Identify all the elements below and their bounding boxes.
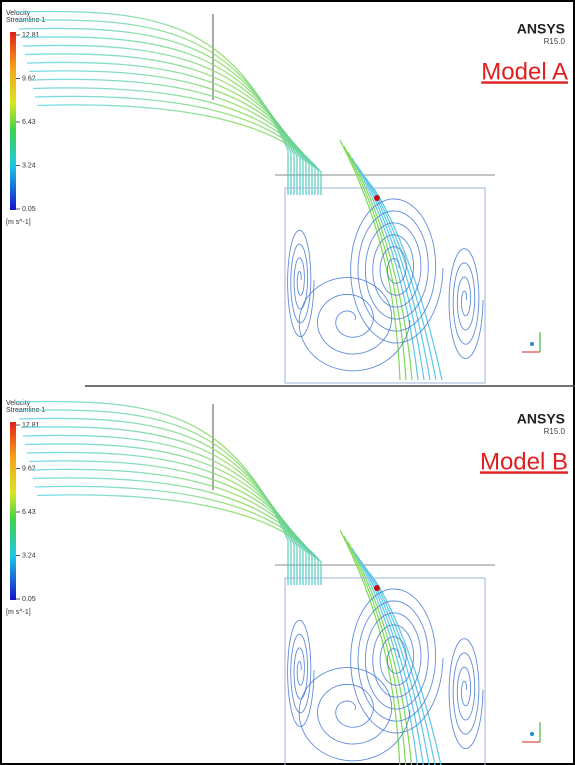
vortex: [299, 278, 410, 371]
tick-label: 3.24: [22, 552, 36, 559]
legend-unit: [m s^-1]: [6, 219, 31, 226]
vortex: [351, 199, 443, 343]
streamline: [29, 461, 309, 585]
tick-label: 9.62: [22, 465, 36, 472]
streamline: [29, 71, 309, 195]
probe: [374, 585, 380, 591]
streamline: [27, 62, 306, 195]
streamline: [344, 146, 406, 380]
probe: [374, 195, 380, 201]
streamline: [25, 54, 303, 195]
model-label: Model B: [480, 448, 568, 475]
streamline: [33, 88, 315, 195]
color-bar: [10, 32, 16, 210]
vortex: [449, 249, 483, 359]
legend-title: Velocity: [6, 10, 31, 17]
vortex: [351, 589, 443, 733]
streamline: [15, 401, 288, 585]
streamline: [368, 182, 442, 380]
streamline: [15, 11, 288, 195]
version: R15.0: [544, 427, 566, 436]
streamline: [360, 560, 430, 765]
tick-label: 6.43: [22, 119, 36, 126]
streamline: [37, 495, 321, 585]
vortex: [288, 620, 314, 726]
vortex: [288, 230, 314, 336]
color-bar: [10, 422, 16, 600]
legend-title: Velocity: [6, 400, 31, 407]
streamline: [33, 478, 315, 585]
figure: VelocityStreamline 112.819.626.433.240.0…: [0, 0, 575, 765]
streamline: [17, 410, 291, 585]
brand: ANSYS: [517, 411, 565, 427]
tick-label: 6.43: [22, 509, 36, 516]
brand: ANSYS: [517, 21, 565, 37]
streamline: [27, 452, 306, 585]
streamline: [368, 572, 442, 765]
version: R15.0: [544, 37, 566, 46]
tick-label: 3.24: [22, 162, 36, 169]
axis-z: [530, 732, 534, 736]
axis-z: [530, 342, 534, 346]
tick-label: 0.05: [22, 206, 36, 213]
streamline: [37, 105, 321, 195]
streamline: [17, 20, 291, 195]
model-label: Model A: [481, 58, 568, 85]
vortex: [299, 668, 410, 761]
tick-label: 9.62: [22, 75, 36, 82]
streamline: [25, 444, 303, 585]
tick-label: 0.05: [22, 596, 36, 603]
legend-unit: [m s^-1]: [6, 609, 31, 616]
vortex: [449, 639, 483, 749]
